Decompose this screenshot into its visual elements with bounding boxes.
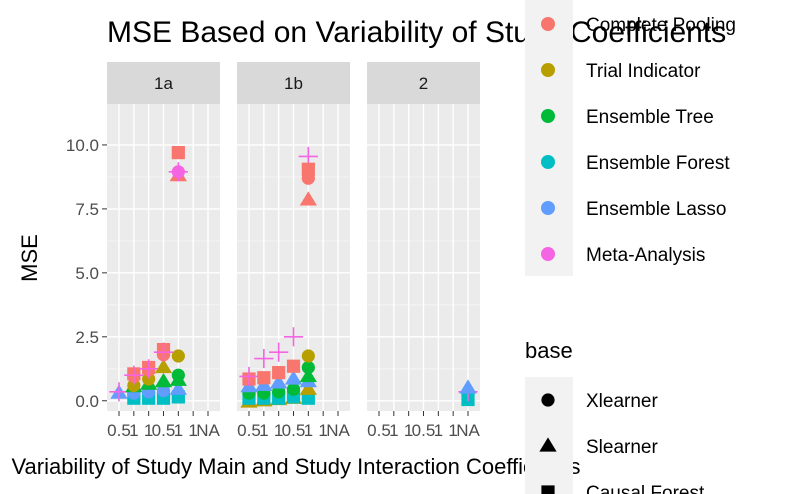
x-tick-label: 0.5 [152,421,176,440]
shape-legend-label: Causal Forest [586,483,705,494]
data-point [284,370,303,385]
x-tick-label: 1 [259,421,268,440]
color-legend-label: Ensemble Forest [586,153,730,174]
data-point [254,348,274,369]
facet-strip-label: 1b [284,74,303,93]
data-point [257,371,271,385]
data-point [168,162,188,182]
x-tick-label: NA [196,421,220,440]
data-point [156,383,171,398]
y-tick-label: 2.5 [75,328,99,347]
x-tick-label: 1 [434,421,443,440]
data-point [299,367,317,383]
data-point [286,359,301,373]
data-point [286,382,301,396]
shape-legend-label: Xlearner [586,391,658,412]
x-tick-label: 1 [174,421,183,440]
data-point [171,368,185,382]
facet-strip-label: 2 [419,74,428,93]
shape-legend-title: base [525,338,573,363]
data-point [139,359,159,379]
data-point [171,146,185,160]
color-legend-key [541,201,555,215]
color-legend-keys-background [525,0,573,276]
x-tick-label: NA [456,421,480,440]
x-tick-label: 1 [318,421,327,440]
color-legend-label: Complete Pooling [586,15,736,36]
data-point [272,366,286,380]
data-point [301,171,315,185]
color-legend-key [541,155,555,169]
data-point [272,385,286,399]
color-legend-label: Trial Indicator [586,61,701,82]
x-tick-label: 1 [144,421,153,440]
data-point [171,349,185,363]
color-legend-label: Ensemble Tree [586,107,714,128]
data-point [270,374,288,389]
color-legend-label: Ensemble Lasso [586,199,726,220]
shape-legend-key [539,437,557,452]
x-tick-label: 1 [448,421,457,440]
x-tick-label: 1 [304,421,313,440]
chart-title: MSE Based on Variability of Study Coeffi… [107,16,726,49]
color-legend-key [541,63,555,77]
data-point [299,380,317,395]
x-tick-label: 0.5 [367,421,391,440]
shape-legend-label: Slearner [586,437,658,458]
y-tick-label: 5.0 [75,264,99,283]
data-point [154,358,173,374]
data-point [283,327,304,347]
x-tick-label: 1 [274,421,283,440]
color-legend-key [541,247,555,261]
x-tick-label: 0.5 [282,421,306,440]
x-tick-label: 1 [389,421,398,440]
y-axis: 0.0 2.5 5.0 7.5 10.0 [66,136,107,411]
x-tick-label: 0.5 [107,421,131,440]
facet-strip [237,62,350,104]
data-point [239,366,259,387]
facet-strip-label: 1a [154,74,173,93]
data-point [124,365,144,385]
data-point [153,342,174,362]
data-point [154,372,173,388]
x-tick-label: NA [326,421,350,440]
y-tick-label: 10.0 [66,136,99,155]
y-axis-title: MSE [17,234,42,282]
color-legend-key [541,109,555,123]
data-point [109,382,129,402]
y-tick-label: 0.0 [75,392,99,411]
x-tick-label: 1 [404,421,413,440]
x-tick-label: 0.5 [412,421,436,440]
x-tick-label: 0.5 [237,421,261,440]
color-legend-label: Meta-Analysis [586,245,705,266]
data-point [269,342,289,362]
data-point [301,391,315,405]
data-point [301,360,315,375]
data-point [459,379,477,394]
shape-legend-key [541,485,555,494]
facet-strip [367,62,480,104]
data-point [299,191,317,206]
y-tick-label: 7.5 [75,200,99,219]
facet-strip [107,62,220,104]
color-legend-key [541,17,555,31]
x-axis-title: Variability of Study Main and Study Inte… [11,454,580,479]
x-tick-label: 1 [129,421,138,440]
legend: Complete Pooling Trial Indicator Ensemble … [525,0,736,494]
facet-panel-2: 20.51 10.51 1NA [367,62,480,440]
shape-legend-key [541,393,555,407]
data-point [169,380,187,395]
data-point [301,349,315,363]
x-tick-label: 1 [188,421,197,440]
data-points [109,146,478,408]
